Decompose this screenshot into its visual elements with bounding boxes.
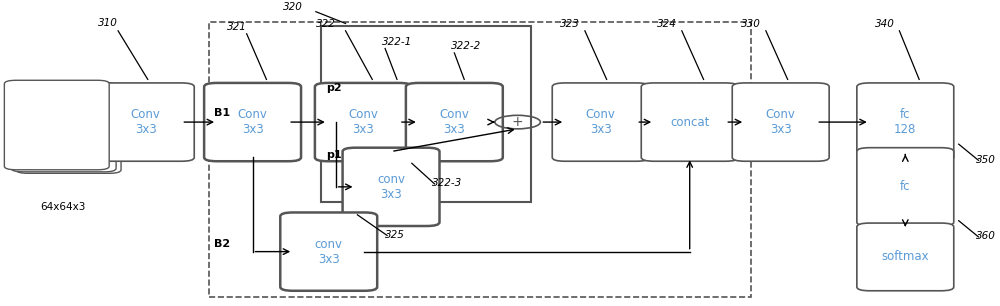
Text: 320: 320 — [283, 2, 303, 12]
Text: conv
3x3: conv 3x3 — [315, 238, 343, 266]
Text: 350: 350 — [976, 155, 995, 165]
FancyBboxPatch shape — [204, 83, 301, 161]
FancyBboxPatch shape — [315, 83, 412, 161]
Text: 340: 340 — [875, 19, 895, 29]
Text: conv
3x3: conv 3x3 — [377, 173, 405, 201]
Text: 322-2: 322-2 — [451, 41, 482, 51]
Text: 322-3: 322-3 — [432, 178, 462, 188]
FancyBboxPatch shape — [4, 80, 109, 170]
Text: 330: 330 — [741, 19, 761, 29]
FancyBboxPatch shape — [857, 223, 954, 291]
Text: 323: 323 — [560, 19, 580, 29]
Text: 325: 325 — [385, 230, 405, 241]
Text: 322: 322 — [316, 19, 336, 29]
Text: Conv
3x3: Conv 3x3 — [766, 108, 796, 136]
Text: p1: p1 — [326, 150, 341, 160]
Text: 360: 360 — [976, 231, 995, 241]
Text: Conv
3x3: Conv 3x3 — [586, 108, 616, 136]
FancyBboxPatch shape — [280, 212, 377, 291]
Text: fc
128: fc 128 — [894, 108, 916, 136]
Text: 64x64x3: 64x64x3 — [40, 202, 85, 211]
Text: B1: B1 — [214, 108, 230, 118]
Text: +: + — [512, 115, 523, 129]
Text: softmax: softmax — [881, 250, 929, 263]
Text: p2: p2 — [326, 83, 341, 93]
FancyBboxPatch shape — [97, 83, 194, 161]
Text: 321: 321 — [227, 22, 247, 32]
FancyBboxPatch shape — [732, 83, 829, 161]
Text: 324: 324 — [657, 19, 677, 29]
FancyBboxPatch shape — [343, 148, 440, 226]
Text: Conv
3x3: Conv 3x3 — [238, 108, 268, 136]
Text: 310: 310 — [98, 18, 118, 28]
Text: Conv
3x3: Conv 3x3 — [348, 108, 378, 136]
FancyBboxPatch shape — [857, 148, 954, 226]
FancyBboxPatch shape — [406, 83, 503, 161]
FancyBboxPatch shape — [857, 83, 954, 161]
Text: concat: concat — [670, 116, 709, 129]
FancyBboxPatch shape — [16, 84, 121, 173]
Text: B2: B2 — [214, 239, 230, 249]
FancyBboxPatch shape — [552, 83, 649, 161]
Text: fc: fc — [900, 180, 911, 193]
FancyBboxPatch shape — [11, 82, 116, 172]
FancyBboxPatch shape — [641, 83, 738, 161]
Text: Conv
3x3: Conv 3x3 — [439, 108, 469, 136]
Text: 322-1: 322-1 — [382, 37, 412, 47]
Text: Conv
3x3: Conv 3x3 — [131, 108, 161, 136]
